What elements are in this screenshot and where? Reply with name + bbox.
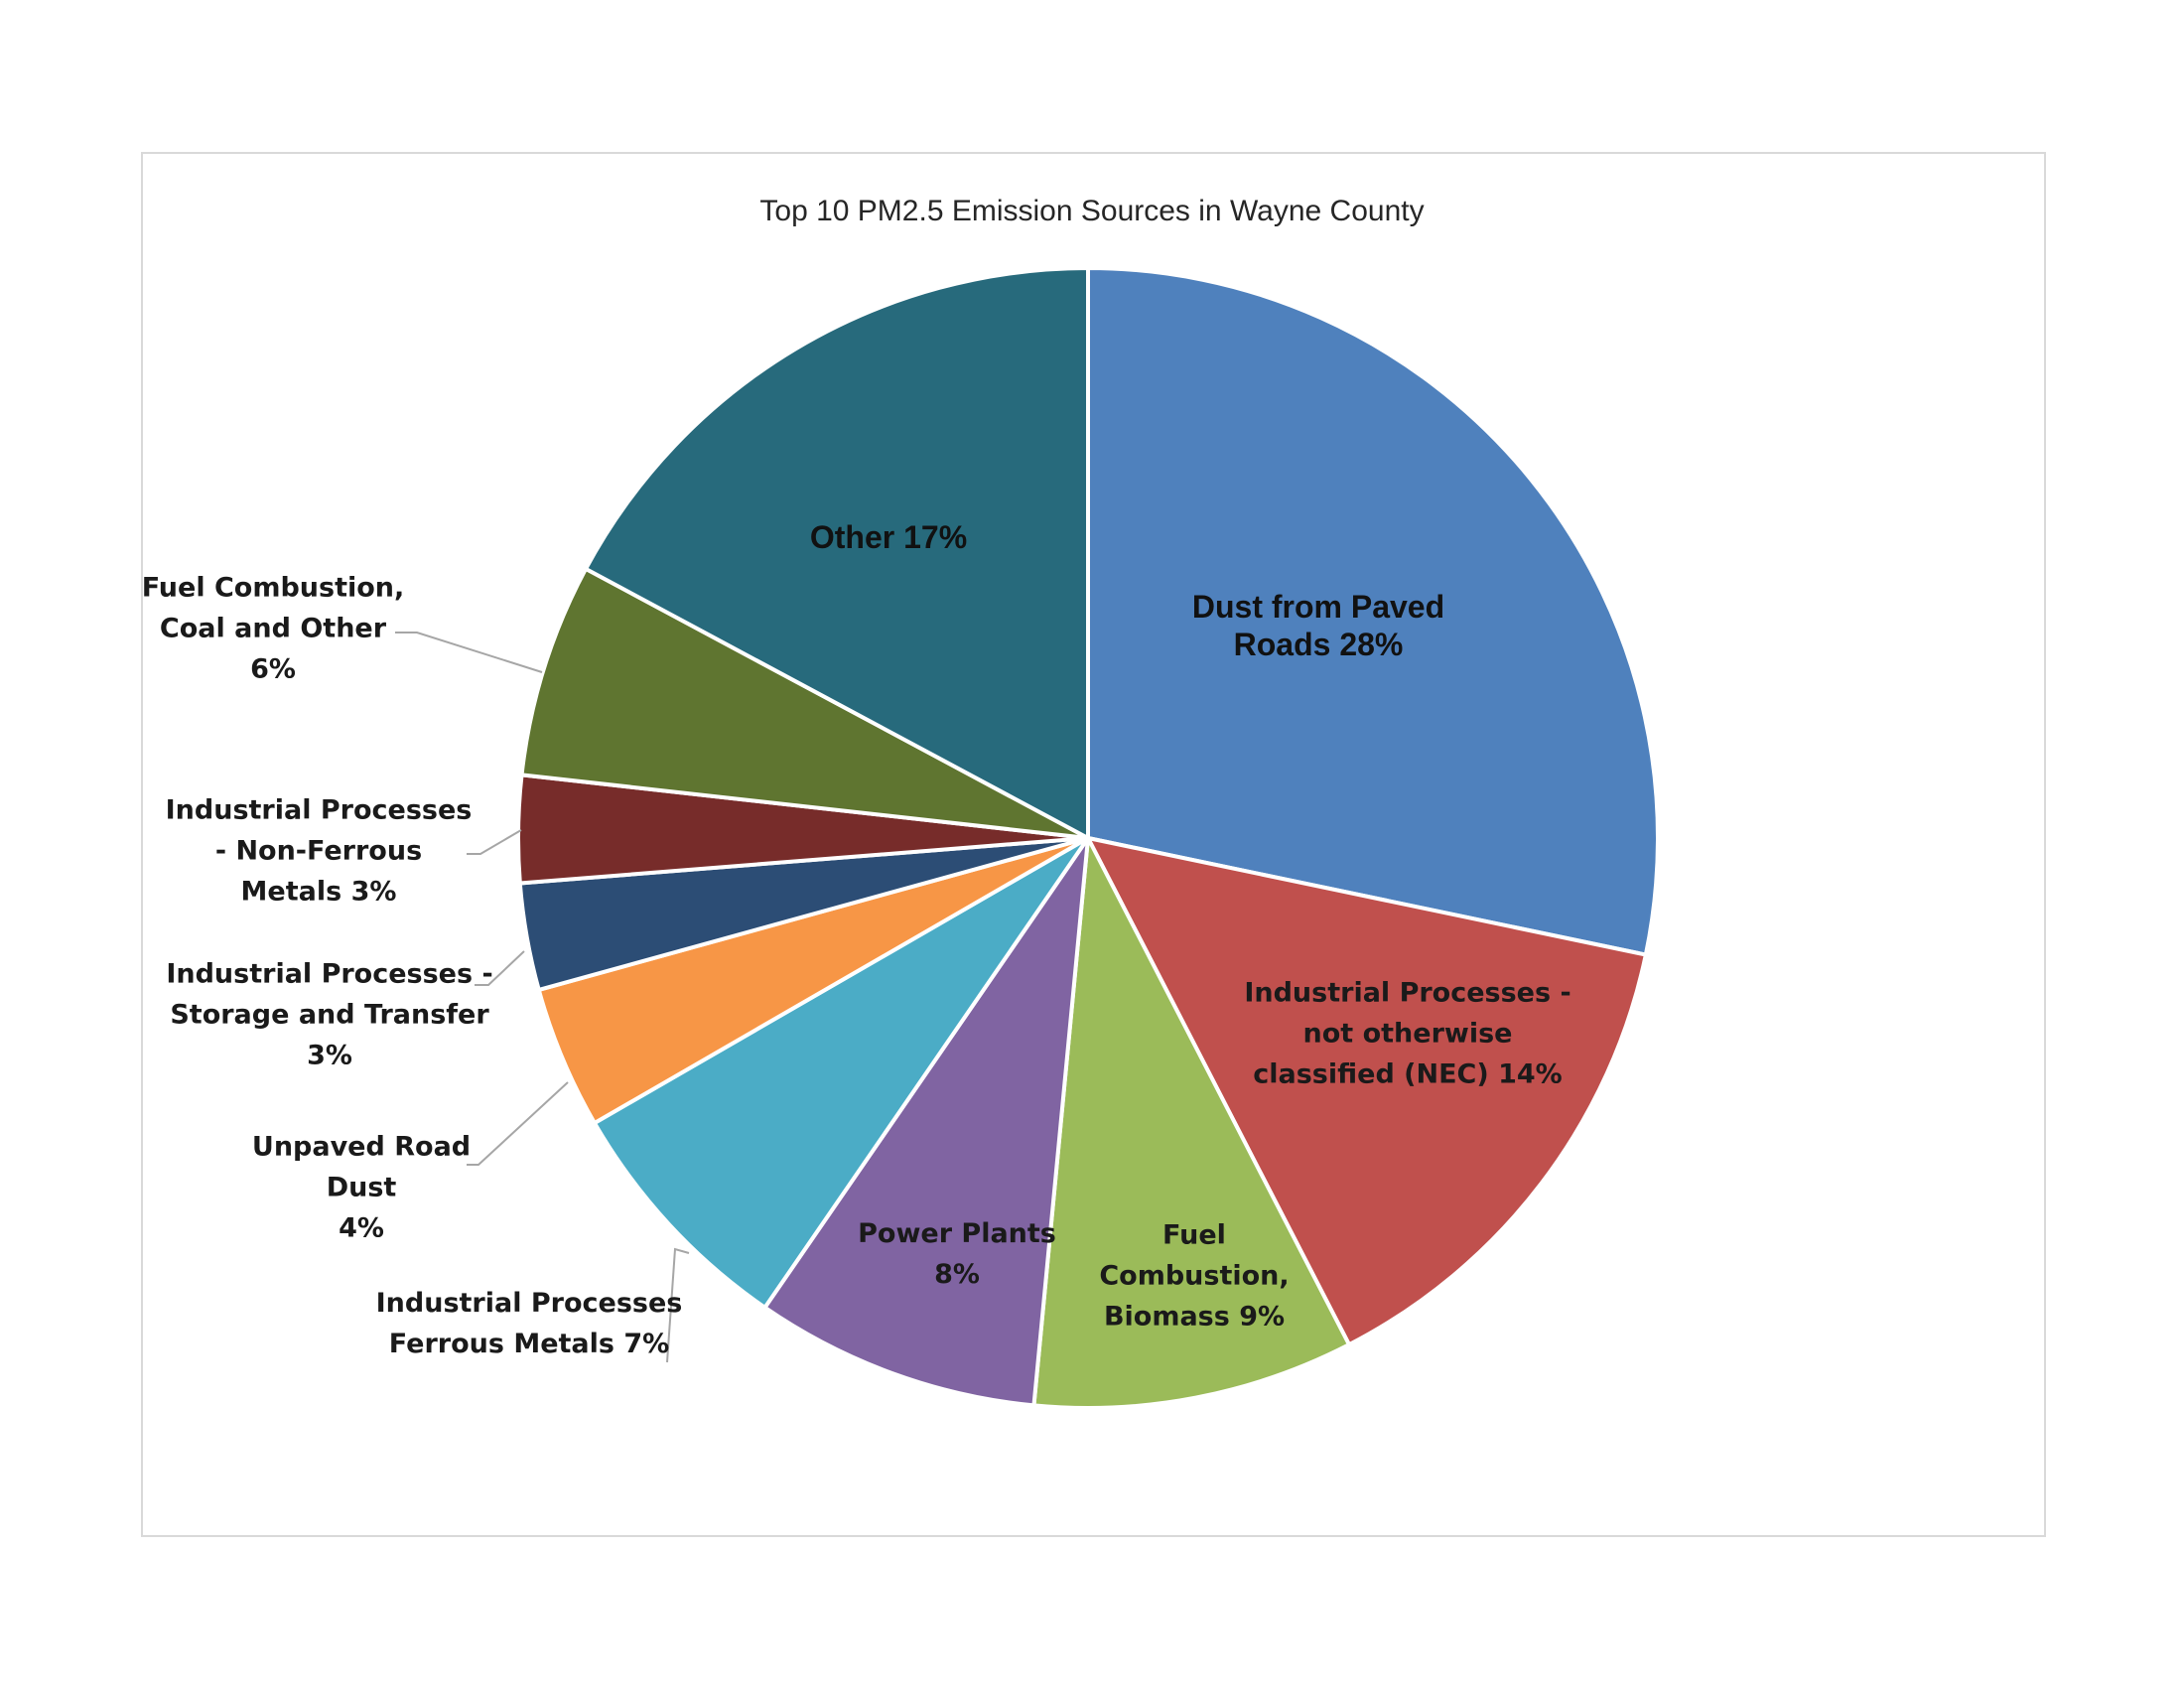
pie-slice-other: [584, 266, 1090, 840]
callout-label-fuel-coal-other: Fuel Combustion, Coal and Other 6%: [141, 572, 405, 685]
callout-label-storage-transfer: Industrial Processes - Storage and Trans…: [166, 958, 493, 1071]
pie-slice-industrial-processes-not-otherwise-classified-nec: [1086, 836, 1648, 1347]
slice-label-industrial-nec: Industrial Processes - not otherwise cla…: [1244, 977, 1571, 1090]
leader-line-non-ferrous-metals: [467, 829, 522, 855]
pie-slice-fuel-combustion-coal-and-other: [519, 566, 1090, 840]
pie-slices: [516, 266, 1660, 1410]
slice-label-other: Other 17%: [809, 519, 968, 555]
leader-line-unpaved-road-dust: [467, 1081, 569, 1166]
pie-slice-fuel-combustion-biomass: [1031, 836, 1352, 1410]
callout-label-non-ferrous-metals: Industrial Processes - Non-Ferrous Metal…: [165, 794, 473, 908]
pie-slice-dust-from-paved-roads: [1086, 266, 1660, 957]
leader-line-ferrous-metals: [666, 1247, 690, 1363]
callout-label-unpaved-road-dust: Unpaved Road Dust 4%: [251, 1131, 472, 1244]
pie-slice-power-plants: [762, 836, 1090, 1408]
chart-title: Top 10 PM2.5 Emission Sources in Wayne C…: [759, 195, 1425, 227]
slice-label-power-plants: Power Plants 8%: [858, 1218, 1056, 1290]
slice-label-fuel-biomass: Fuel Combustion, Biomass 9%: [1099, 1219, 1290, 1333]
slice-label-dust-paved-roads: Dust from Paved Roads 28%: [1191, 589, 1445, 662]
leader-line-storage-transfer: [475, 950, 525, 986]
callout-label-ferrous-metals: Industrial Processes Ferrous Metals 7%: [375, 1288, 683, 1359]
leader-lines: [395, 632, 690, 1363]
leader-line-fuel-coal-other: [395, 632, 543, 673]
pie-slice-industrial-processes-ferrous-metals: [592, 836, 1090, 1310]
